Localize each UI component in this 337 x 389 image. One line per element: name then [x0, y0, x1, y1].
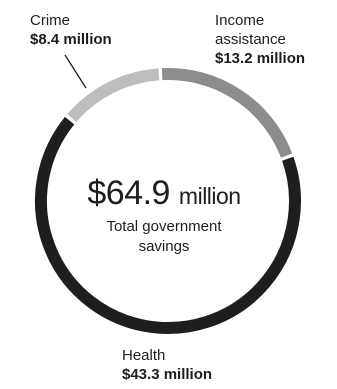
crime-label: Crime $8.4 million [30, 11, 112, 49]
total-savings-caption: Total government savings [44, 217, 284, 257]
crime-label-name: Crime [30, 12, 70, 29]
caption-line1: Total government [106, 218, 222, 235]
health-label-name: Health [122, 347, 166, 364]
income-label-value: $13.2 million [215, 50, 306, 67]
income-label-name-line2: assistance [215, 31, 286, 48]
income-label-name-line1: Income [215, 12, 265, 29]
donut-center: $64.9 million Total government savings [44, 174, 284, 257]
health-label-value: $43.3 million [122, 366, 213, 383]
slice-income-assistance [161, 68, 293, 158]
slice-health [35, 116, 301, 334]
total-unit: million [178, 183, 241, 209]
health-label: Health $43.3 million [122, 346, 212, 384]
income-assistance-label: Income assistance $13.2 million [215, 11, 305, 68]
crime-leader-line [64, 54, 87, 89]
caption-line2: savings [138, 238, 190, 255]
total-savings-value: $64.9 million [44, 174, 284, 215]
total-amount: $64.9 [87, 174, 170, 212]
slice-crime [67, 68, 160, 123]
crime-label-value: $8.4 million [30, 31, 112, 48]
